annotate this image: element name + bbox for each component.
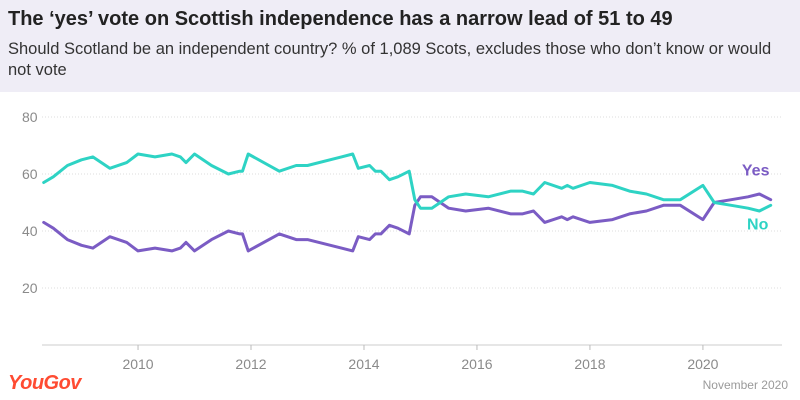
y-tick-label: 80 <box>22 109 38 125</box>
series-line-yes <box>42 192 773 253</box>
y-axis: 20 40 60 80 <box>22 109 38 296</box>
x-tick-label: 2016 <box>461 356 492 372</box>
chart-subtitle: Should Scotland be an independent countr… <box>8 40 772 79</box>
y-tick-label: 60 <box>22 166 38 182</box>
series-label-yes: Yes <box>742 163 770 180</box>
x-tick-label: 2020 <box>687 356 718 372</box>
yougov-logo: YouGov <box>8 372 81 394</box>
gridlines <box>42 116 782 289</box>
x-tick-label: 2014 <box>348 356 379 372</box>
x-tick-label: 2010 <box>122 356 153 372</box>
series-label-no: No <box>747 216 769 233</box>
footer-date: November 2020 <box>702 378 788 392</box>
series-lines <box>42 152 773 253</box>
series-line-no <box>42 152 773 213</box>
x-tick-label: 2018 <box>574 356 605 372</box>
x-tick-label: 2012 <box>235 356 266 372</box>
y-tick-label: 20 <box>22 280 38 296</box>
y-tick-label: 40 <box>22 223 38 239</box>
series-labels: Yes No <box>742 163 770 234</box>
chart-header <box>0 0 800 92</box>
chart-title: The ‘yes’ vote on Scottish independence … <box>8 8 673 30</box>
x-axis: 2010 2012 2014 2016 2018 2020 <box>42 344 782 372</box>
